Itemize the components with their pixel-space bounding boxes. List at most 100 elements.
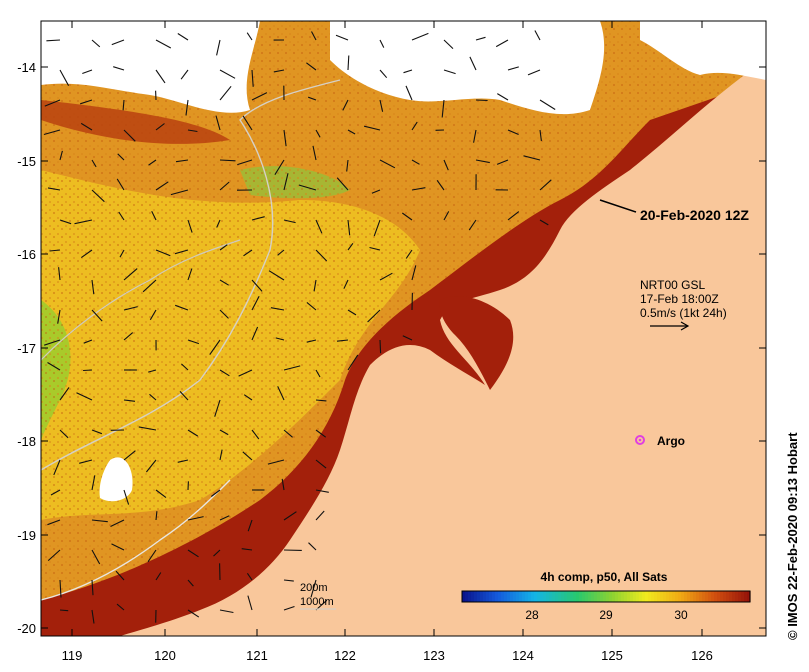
- colorbar-segment: [660, 591, 664, 602]
- current-vector: [170, 189, 189, 196]
- current-vector: [497, 93, 509, 101]
- colorbar-segment: [657, 591, 661, 602]
- current-vector: [47, 549, 61, 562]
- current-vector: [219, 309, 229, 319]
- current-vector: [219, 449, 223, 461]
- timestamp-label: 20-Feb-2020 12Z: [640, 207, 749, 223]
- colorbar-segment: [747, 591, 751, 602]
- colorbar-segment: [558, 591, 562, 602]
- current-vector: [219, 85, 232, 101]
- colorbar-segment: [525, 591, 529, 602]
- current-vector: [270, 307, 285, 311]
- current-vector: [155, 489, 167, 499]
- current-vector: [82, 69, 93, 75]
- current-vector: [147, 549, 157, 563]
- colorbar-segment: [504, 591, 508, 602]
- current-vector: [213, 549, 221, 557]
- colorbar-segment: [651, 591, 655, 602]
- current-vector: [111, 39, 125, 46]
- current-vector: [443, 159, 449, 171]
- colorbar-segment: [468, 591, 472, 602]
- colorbar-segment: [726, 591, 730, 602]
- current-vector: [313, 279, 317, 292]
- colorbar-segment: [573, 591, 577, 602]
- colorbar-segment: [630, 591, 634, 602]
- current-vector: [475, 159, 490, 164]
- current-vector: [59, 429, 69, 439]
- current-vector: [311, 31, 317, 41]
- y-tick-label: -19: [17, 528, 36, 543]
- current-vector: [310, 579, 317, 598]
- colorbar-segment: [507, 591, 511, 602]
- colorbar-segment: [705, 591, 709, 602]
- current-vector: [347, 55, 350, 71]
- colorbar-segment: [642, 591, 646, 602]
- current-vector: [277, 249, 285, 256]
- current-vector: [123, 332, 134, 341]
- colorbar-segment: [645, 591, 649, 602]
- colorbar-segment: [474, 591, 478, 602]
- colorbar-segment: [549, 591, 553, 602]
- contour-200m: [41, 79, 341, 471]
- current-vector: [308, 96, 317, 101]
- current-vector: [411, 265, 417, 281]
- current-vector: [216, 39, 221, 56]
- current-vector: [315, 599, 328, 611]
- colorbar-segment: [483, 591, 487, 602]
- colorbar-segment: [633, 591, 637, 602]
- colorbar-segment: [498, 591, 502, 602]
- current-vector: [335, 34, 349, 41]
- colorbar-segment: [744, 591, 748, 602]
- colorbar-segment: [591, 591, 595, 602]
- current-vector: [251, 279, 263, 292]
- current-vector: [443, 211, 450, 221]
- colorbar-segment: [624, 591, 628, 602]
- current-vector: [181, 363, 189, 371]
- current-vector: [50, 489, 61, 496]
- current-vector: [405, 85, 413, 101]
- current-vector: [110, 519, 125, 527]
- current-vector: [379, 69, 388, 79]
- current-vector: [83, 369, 93, 372]
- current-vector: [411, 187, 426, 191]
- cloud-mask-north-2: [330, 21, 605, 115]
- colorbar-segment: [495, 591, 499, 602]
- depth-legend-200m: 200m: [300, 582, 328, 594]
- colorbar-segment: [681, 591, 685, 602]
- current-vector: [155, 249, 171, 257]
- current-vector: [523, 155, 541, 161]
- credit-label: © IMOS 22-Feb-2020 09:13 Hobart: [785, 432, 800, 640]
- current-vector: [411, 121, 418, 131]
- timestamp-pointer: [599, 199, 637, 213]
- current-vector: [315, 249, 328, 262]
- x-tick-label: 126: [691, 648, 713, 663]
- colorbar-segment: [654, 591, 658, 602]
- colorbar-segment: [717, 591, 721, 602]
- current-vector: [251, 216, 265, 221]
- colorbar-segment: [663, 591, 667, 602]
- current-vector: [534, 30, 541, 41]
- current-vector: [57, 309, 61, 324]
- current-vector: [347, 242, 354, 251]
- current-vector: [507, 211, 520, 221]
- x-tick-label: 121: [246, 648, 268, 663]
- current-vector: [122, 99, 125, 111]
- current-vector: [283, 173, 289, 191]
- current-vector: [59, 150, 63, 161]
- colorbar-segment: [699, 591, 703, 602]
- current-vector: [210, 489, 221, 497]
- current-vector: [369, 246, 381, 251]
- current-vector: [315, 219, 323, 234]
- colorbar-segment: [669, 591, 673, 602]
- colorbar-segment: [537, 591, 541, 602]
- current-vector: [123, 306, 138, 311]
- current-vector: [379, 272, 393, 281]
- current-scale-label: 0.5m/s (1kt 24h): [640, 306, 727, 320]
- current-vector: [277, 386, 285, 401]
- current-vector: [123, 129, 136, 142]
- colorbar-segment: [510, 591, 514, 602]
- current-vectors: [43, 30, 556, 624]
- current-vector: [155, 511, 158, 521]
- current-vector: [148, 159, 157, 166]
